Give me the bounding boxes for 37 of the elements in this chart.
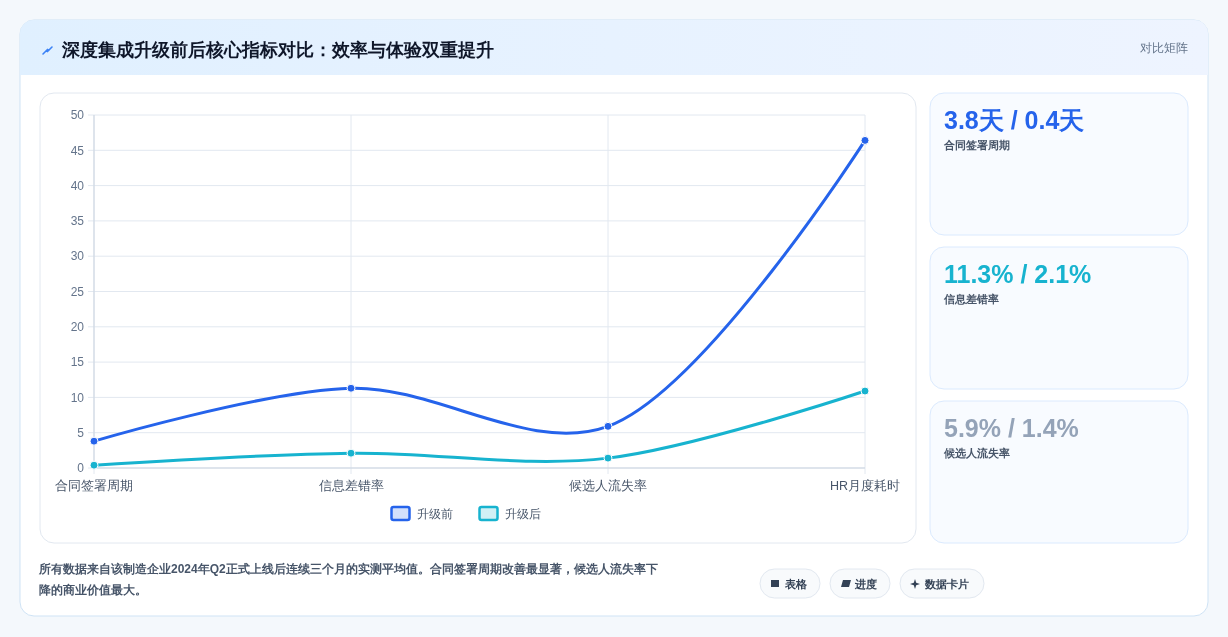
legend-label: 升级后 [504, 507, 541, 522]
x-tick-label: 候选人流失率 [569, 478, 647, 493]
y-tick-label: 25 [70, 284, 85, 299]
point [860, 386, 870, 396]
y-tick-label: 50 [70, 108, 85, 123]
chart-title: 深度集成升级前后核心指标对比：效率与体验双重提升 [61, 40, 494, 60]
text: 合同签署周期 [943, 139, 1010, 151]
text: 11.3% / 2.1% [944, 260, 1092, 288]
x-tick-label: 信息差错率 [318, 478, 384, 493]
text: 候选人流失率 [943, 447, 1010, 460]
point [603, 453, 613, 463]
x-tick-label: 合同签署周期 [55, 479, 133, 493]
y-tick-label: 30 [70, 249, 85, 264]
y-tick-label: 45 [70, 143, 85, 158]
y-tick-label: 35 [70, 214, 85, 229]
point [346, 448, 356, 458]
y-tick-label: 0 [77, 461, 85, 476]
legend-label: 升级前 [416, 507, 453, 522]
x-tick-label: HR月度耗时 [829, 478, 901, 493]
text: 5.9% / 1.4% [944, 414, 1079, 442]
text: 表格 [784, 577, 808, 590]
text: 信息差错率 [943, 293, 999, 305]
text: 数据卡片 [924, 577, 969, 590]
text: 所有数据来自该制造企业2024年Q2正式上线后连续三个月的实测平均值。合同签署周期改善最显著，候选人流失率下降的商业价值最大。 [39, 561, 659, 599]
y-tick-label: 40 [70, 178, 85, 193]
point [89, 436, 99, 446]
y-tick-label: 15 [70, 355, 85, 370]
y-tick-label: 10 [70, 390, 85, 405]
y-tick-label: 5 [77, 425, 85, 440]
text: 进度 [854, 577, 877, 590]
y-tick-label: 20 [70, 320, 85, 334]
point [346, 383, 356, 393]
text: 3.8天 / 0.4天 [944, 106, 1085, 134]
point [89, 460, 99, 470]
point [860, 135, 870, 145]
point [603, 421, 613, 431]
text: 对比矩阵 [1140, 41, 1188, 55]
